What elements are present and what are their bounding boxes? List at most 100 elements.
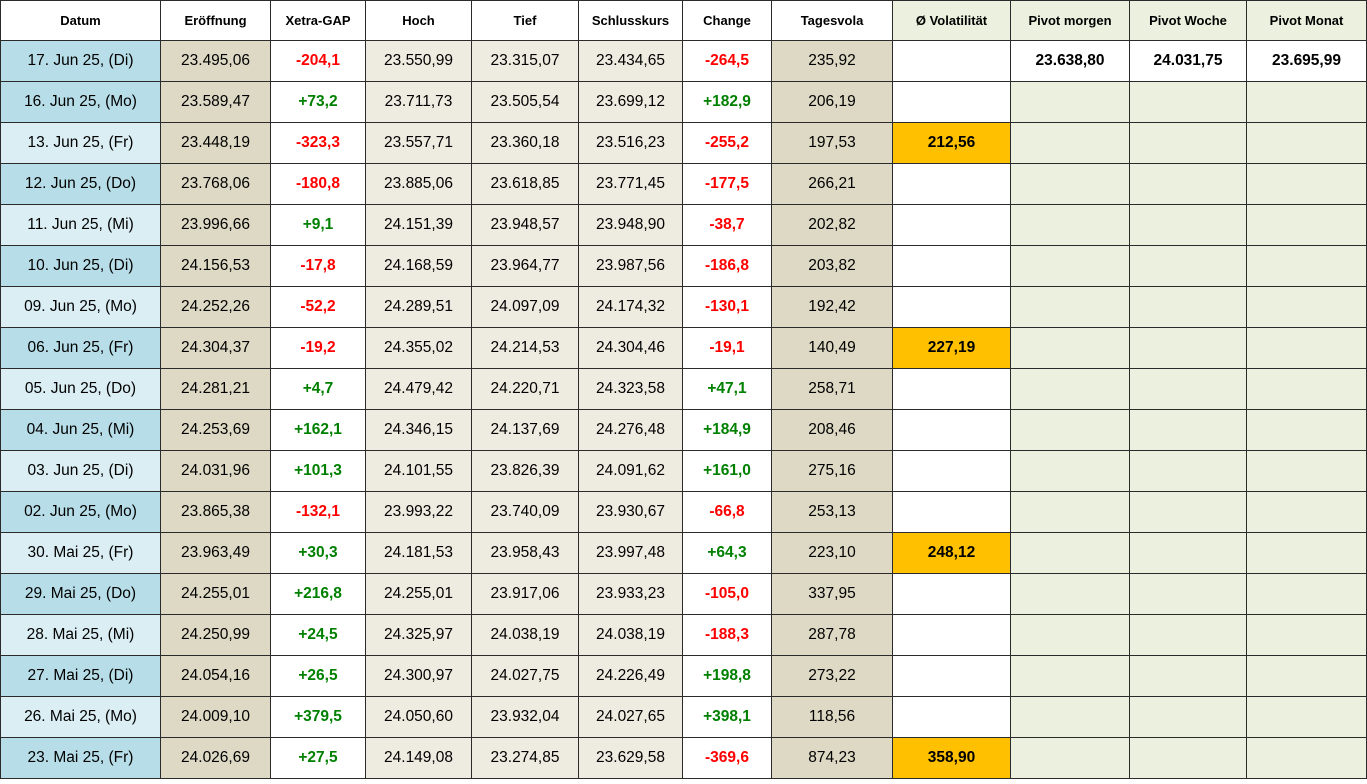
date-cell[interactable]: 10. Jun 25, (Di): [0, 245, 161, 287]
avg-vola-cell[interactable]: [892, 81, 1011, 123]
pivot-week-cell[interactable]: [1129, 696, 1247, 738]
open-cell[interactable]: 24.009,10: [160, 696, 271, 738]
daily-vola-cell[interactable]: 258,71: [771, 368, 893, 410]
open-cell[interactable]: 23.996,66: [160, 204, 271, 246]
pivot-month-cell[interactable]: [1246, 81, 1367, 123]
change-cell[interactable]: +182,9: [682, 81, 772, 123]
pivot-tomorrow-cell[interactable]: [1010, 573, 1130, 615]
high-cell[interactable]: 24.479,42: [365, 368, 472, 410]
daily-vola-cell[interactable]: 253,13: [771, 491, 893, 533]
date-cell[interactable]: 23. Mai 25, (Fr): [0, 737, 161, 779]
pivot-week-cell[interactable]: [1129, 286, 1247, 328]
change-cell[interactable]: +198,8: [682, 655, 772, 697]
pivot-month-cell[interactable]: [1246, 450, 1367, 492]
header-cell[interactable]: Tagesvola: [771, 0, 893, 41]
pivot-week-cell[interactable]: [1129, 655, 1247, 697]
header-cell[interactable]: Eröffnung: [160, 0, 271, 41]
low-cell[interactable]: 24.214,53: [471, 327, 579, 369]
avg-vola-cell[interactable]: [892, 614, 1011, 656]
avg-vola-cell[interactable]: [892, 655, 1011, 697]
pivot-month-cell[interactable]: [1246, 286, 1367, 328]
avg-vola-cell[interactable]: [892, 491, 1011, 533]
change-cell[interactable]: -105,0: [682, 573, 772, 615]
pivot-tomorrow-cell[interactable]: [1010, 532, 1130, 574]
date-cell[interactable]: 29. Mai 25, (Do): [0, 573, 161, 615]
open-cell[interactable]: 23.865,38: [160, 491, 271, 533]
low-cell[interactable]: 23.505,54: [471, 81, 579, 123]
date-cell[interactable]: 04. Jun 25, (Mi): [0, 409, 161, 451]
open-cell[interactable]: 23.589,47: [160, 81, 271, 123]
high-cell[interactable]: 24.346,15: [365, 409, 472, 451]
change-cell[interactable]: -369,6: [682, 737, 772, 779]
date-cell[interactable]: 17. Jun 25, (Di): [0, 40, 161, 82]
daily-vola-cell[interactable]: 197,53: [771, 122, 893, 164]
pivot-week-cell[interactable]: [1129, 409, 1247, 451]
date-cell[interactable]: 13. Jun 25, (Fr): [0, 122, 161, 164]
daily-vola-cell[interactable]: 223,10: [771, 532, 893, 574]
pivot-week-cell[interactable]: [1129, 163, 1247, 205]
date-cell[interactable]: 09. Jun 25, (Mo): [0, 286, 161, 328]
xetra-gap-cell[interactable]: -17,8: [270, 245, 366, 287]
date-cell[interactable]: 02. Jun 25, (Mo): [0, 491, 161, 533]
low-cell[interactable]: 23.315,07: [471, 40, 579, 82]
change-cell[interactable]: +398,1: [682, 696, 772, 738]
header-cell[interactable]: Pivot Monat: [1246, 0, 1367, 41]
pivot-tomorrow-cell[interactable]: [1010, 737, 1130, 779]
open-cell[interactable]: 24.304,37: [160, 327, 271, 369]
daily-vola-cell[interactable]: 273,22: [771, 655, 893, 697]
close-cell[interactable]: 24.304,46: [578, 327, 683, 369]
high-cell[interactable]: 23.711,73: [365, 81, 472, 123]
header-cell[interactable]: Datum: [0, 0, 161, 41]
open-cell[interactable]: 24.253,69: [160, 409, 271, 451]
high-cell[interactable]: 23.557,71: [365, 122, 472, 164]
pivot-week-cell[interactable]: 24.031,75: [1129, 40, 1247, 82]
low-cell[interactable]: 23.274,85: [471, 737, 579, 779]
pivot-month-cell[interactable]: [1246, 163, 1367, 205]
date-cell[interactable]: 11. Jun 25, (Mi): [0, 204, 161, 246]
close-cell[interactable]: 24.174,32: [578, 286, 683, 328]
open-cell[interactable]: 24.156,53: [160, 245, 271, 287]
change-cell[interactable]: -188,3: [682, 614, 772, 656]
change-cell[interactable]: -130,1: [682, 286, 772, 328]
open-cell[interactable]: 23.963,49: [160, 532, 271, 574]
date-cell[interactable]: 16. Jun 25, (Mo): [0, 81, 161, 123]
date-cell[interactable]: 26. Mai 25, (Mo): [0, 696, 161, 738]
close-cell[interactable]: 23.948,90: [578, 204, 683, 246]
close-cell[interactable]: 23.699,12: [578, 81, 683, 123]
avg-vola-cell[interactable]: [892, 696, 1011, 738]
pivot-month-cell[interactable]: 23.695,99: [1246, 40, 1367, 82]
pivot-month-cell[interactable]: [1246, 122, 1367, 164]
daily-vola-cell[interactable]: 275,16: [771, 450, 893, 492]
change-cell[interactable]: +184,9: [682, 409, 772, 451]
date-cell[interactable]: 05. Jun 25, (Do): [0, 368, 161, 410]
pivot-week-cell[interactable]: [1129, 532, 1247, 574]
change-cell[interactable]: -66,8: [682, 491, 772, 533]
pivot-tomorrow-cell[interactable]: [1010, 409, 1130, 451]
pivot-week-cell[interactable]: [1129, 327, 1247, 369]
header-cell[interactable]: Xetra-GAP: [270, 0, 366, 41]
pivot-month-cell[interactable]: [1246, 245, 1367, 287]
change-cell[interactable]: +64,3: [682, 532, 772, 574]
high-cell[interactable]: 24.355,02: [365, 327, 472, 369]
open-cell[interactable]: 24.255,01: [160, 573, 271, 615]
pivot-tomorrow-cell[interactable]: [1010, 327, 1130, 369]
pivot-tomorrow-cell[interactable]: [1010, 696, 1130, 738]
pivot-tomorrow-cell[interactable]: [1010, 491, 1130, 533]
pivot-month-cell[interactable]: [1246, 655, 1367, 697]
header-cell[interactable]: Tief: [471, 0, 579, 41]
daily-vola-cell[interactable]: 874,23: [771, 737, 893, 779]
pivot-week-cell[interactable]: [1129, 573, 1247, 615]
high-cell[interactable]: 24.325,97: [365, 614, 472, 656]
xetra-gap-cell[interactable]: +26,5: [270, 655, 366, 697]
change-cell[interactable]: -255,2: [682, 122, 772, 164]
pivot-month-cell[interactable]: [1246, 573, 1367, 615]
xetra-gap-cell[interactable]: +9,1: [270, 204, 366, 246]
low-cell[interactable]: 24.220,71: [471, 368, 579, 410]
pivot-month-cell[interactable]: [1246, 614, 1367, 656]
open-cell[interactable]: 23.448,19: [160, 122, 271, 164]
close-cell[interactable]: 24.027,65: [578, 696, 683, 738]
date-cell[interactable]: 28. Mai 25, (Mi): [0, 614, 161, 656]
pivot-month-cell[interactable]: [1246, 204, 1367, 246]
pivot-week-cell[interactable]: [1129, 491, 1247, 533]
close-cell[interactable]: 24.276,48: [578, 409, 683, 451]
